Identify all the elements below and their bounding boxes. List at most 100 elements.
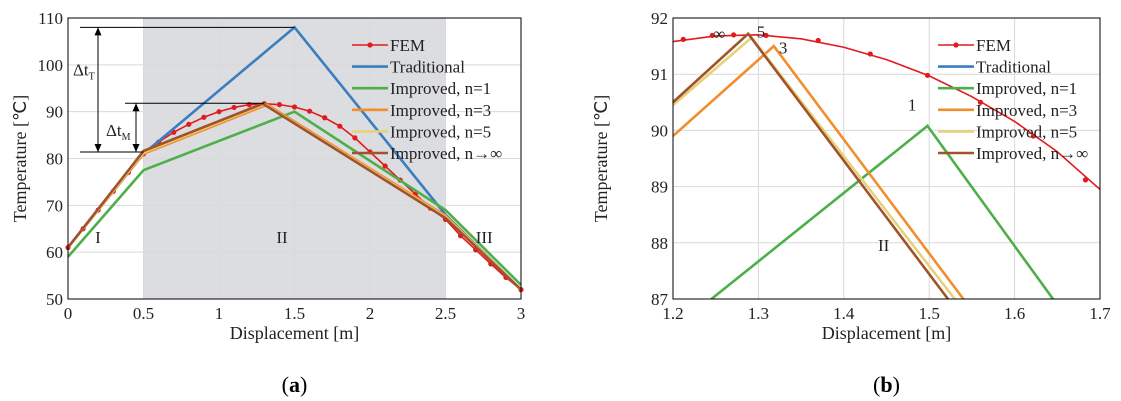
- x-tick-label: 1.6: [1004, 304, 1025, 323]
- legend-label: Improved, n=1: [976, 79, 1077, 98]
- legend-item-improved-n-1: Improved, n=1: [352, 79, 491, 98]
- fem-marker: [867, 51, 873, 57]
- series-line-improved-n-5: [673, 35, 956, 299]
- delta-m-arrow-head-down: [132, 143, 140, 152]
- delta-t-arrow-head-up: [94, 27, 102, 36]
- fem-marker: [763, 32, 769, 39]
- y-tick-label: 92: [651, 9, 668, 28]
- legend-item-improved-n-3: Improved, n=3: [938, 101, 1077, 120]
- x-tick-label: 1.7: [1089, 304, 1111, 323]
- plot-frame-b: [672, 17, 1101, 300]
- x-axis-label-b: Displacement [m]: [822, 323, 951, 343]
- region-label-ii-b: II: [878, 236, 890, 255]
- curve-label-5: 5: [757, 23, 766, 42]
- delta-m-symbol: Δt: [106, 121, 122, 140]
- legend-item-improved-n-infinf: Improved, n→∞: [352, 144, 502, 163]
- legend-item-improved-n-infinf: Improved, n→∞: [938, 144, 1088, 163]
- series-line-improved-n-1: [710, 124, 1055, 299]
- fem-marker: [1030, 133, 1036, 139]
- caption-a-open: (: [282, 372, 289, 397]
- region-label-iii: III: [476, 228, 493, 247]
- legend-label: Improved, n=1: [390, 79, 491, 98]
- region-label-ii: II: [276, 228, 288, 247]
- y-tick-label: 50: [46, 290, 63, 309]
- legend-item-fem: FEM: [938, 36, 1011, 55]
- x-tick-label: 1.5: [919, 304, 940, 323]
- caption-a-close: ): [300, 372, 307, 397]
- curve-label-3: 3: [779, 38, 788, 57]
- x-tick-label: 0.5: [133, 304, 154, 323]
- legend-label: Improved, n=3: [390, 101, 491, 120]
- legend-label: FEM: [390, 36, 425, 55]
- y-tick-label: 91: [651, 65, 668, 84]
- y-tick-label: 87: [651, 290, 669, 309]
- fem-marker: [291, 104, 298, 110]
- caption-b-letter: b: [880, 372, 892, 397]
- caption-a-letter: a: [289, 372, 300, 397]
- legend-item-traditional: Traditional: [352, 58, 465, 77]
- delta-t-symbol: Δt: [73, 60, 89, 79]
- y-tick-label: 100: [38, 56, 64, 75]
- y-tick-label: 89: [651, 178, 668, 197]
- fem-marker: [731, 32, 737, 38]
- fem-marker: [924, 72, 931, 78]
- y-tick-label: 90: [651, 121, 668, 140]
- x-tick-label: 1.2: [662, 304, 683, 323]
- legend-label: Improved, n→∞: [976, 144, 1088, 163]
- fem-marker: [680, 36, 686, 42]
- legend-label: Traditional: [976, 58, 1051, 77]
- series-line-improved-n-3: [673, 44, 965, 299]
- legend-item-improved-n-5: Improved, n=5: [352, 122, 491, 141]
- fem-marker: [201, 114, 207, 120]
- y-axis-label-b: Temperature [℃]: [591, 95, 611, 222]
- fem-marker: [815, 37, 821, 44]
- fem-marker: [1082, 177, 1089, 183]
- legend-item-improved-n-1: Improved, n=1: [938, 79, 1077, 98]
- y-tick-label: 80: [46, 150, 63, 169]
- fem-marker: [231, 104, 237, 111]
- x-ticks-a: 0 0.5 1 1.5 2 2.5 3: [64, 304, 526, 323]
- legend-marker: [367, 42, 373, 48]
- fem-marker: [186, 121, 192, 127]
- caption-b: (b): [873, 372, 900, 397]
- x-tick-label: 2: [366, 304, 375, 323]
- delta-t-arrow-head-down: [94, 143, 102, 152]
- x-tick-label: 1.4: [833, 304, 855, 323]
- y-tick-label: 70: [46, 196, 63, 215]
- x-tick-label: 1.3: [748, 304, 769, 323]
- curve-label-1: 1: [908, 96, 917, 115]
- x-tick-label: 1: [215, 304, 224, 323]
- y-tick-label: 88: [651, 234, 668, 253]
- x-ticks-b: 1.2 1.3 1.4 1.5 1.6 1.7: [662, 304, 1111, 323]
- caption-b-open: (: [873, 372, 880, 397]
- delta-t-subscript: T: [89, 71, 95, 82]
- plot-frame-a: [67, 17, 522, 300]
- x-tick-label: 3: [517, 304, 526, 323]
- legend-marker: [953, 42, 959, 48]
- fem-marker: [216, 109, 222, 115]
- x-tick-label: 2.5: [435, 304, 456, 323]
- legend-label: Traditional: [390, 58, 465, 77]
- fem-marker: [352, 135, 358, 141]
- x-axis-label-a: Displacement [m]: [230, 323, 359, 343]
- legend-label: Improved, n=3: [976, 101, 1077, 120]
- legend-label: Improved, n=5: [976, 122, 1077, 141]
- legend-label: Improved, n=5: [390, 122, 491, 141]
- delta-m-subscript: M: [122, 132, 131, 143]
- series-line-improved-n-infinf: [673, 31, 950, 299]
- y-tick-label: 60: [46, 243, 63, 262]
- legend-label: Improved, n→∞: [390, 144, 502, 163]
- series-line-fem: [673, 34, 1100, 191]
- legend-a: FEM Traditional Improved, n=1 Improved, n=3…: [352, 36, 502, 163]
- series-line-improved-n-1: [67, 110, 522, 286]
- fem-marker: [977, 99, 984, 105]
- fem-marker: [337, 123, 343, 129]
- fem-marker: [382, 163, 388, 169]
- fem-marker: [307, 108, 313, 114]
- legend-item-traditional: Traditional: [938, 58, 1051, 77]
- delta-annotations: [80, 26, 295, 153]
- caption-a: (a): [282, 372, 308, 397]
- fem-marker: [322, 115, 328, 121]
- fem-marker: [709, 32, 715, 39]
